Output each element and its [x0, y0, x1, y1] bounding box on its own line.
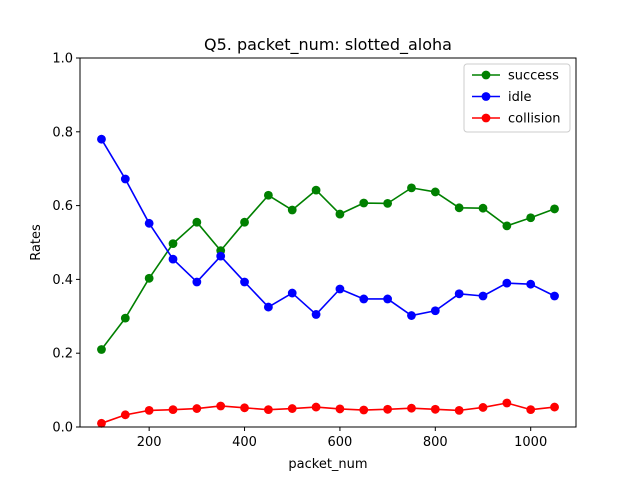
- data-point-idle: [263, 302, 273, 312]
- data-point-success: [97, 345, 106, 354]
- data-point-collision: [263, 405, 273, 415]
- data-point-success: [430, 187, 440, 197]
- data-point-collision: [287, 404, 297, 413]
- data-point-idle: [144, 218, 154, 228]
- y-tick-label: 0.8: [52, 125, 73, 140]
- data-point-idle: [454, 289, 464, 299]
- data-point-success: [192, 217, 202, 227]
- y-axis: 0.0 0.2 0.4 0.6 0.8 1.0: [52, 52, 80, 436]
- y-tick-label: 0.2: [52, 347, 73, 362]
- data-point-collision: [430, 404, 440, 414]
- data-point-collision: [383, 404, 393, 414]
- data-point-idle: [359, 294, 369, 304]
- data-point-success: [526, 213, 536, 223]
- x-tick-label: 800: [423, 435, 448, 450]
- data-point-success: [335, 209, 345, 219]
- data-point-success: [359, 198, 369, 208]
- data-point-idle: [502, 278, 512, 288]
- data-point-success: [383, 198, 393, 208]
- data-point-collision: [526, 405, 536, 415]
- data-point-success: [240, 217, 249, 227]
- chart-title: Q5. packet_num: slotted_aloha: [204, 35, 452, 55]
- data-point-success: [478, 203, 488, 213]
- x-axis: 200 400 600 800 1000: [137, 427, 547, 450]
- data-point-success: [502, 221, 512, 231]
- legend: success idle collision: [463, 63, 571, 133]
- data-point-collision: [454, 405, 464, 415]
- data-point-collision: [335, 404, 345, 414]
- data-point-success: [550, 204, 559, 214]
- data-point-idle: [407, 311, 416, 320]
- plot-area-frame: [79, 57, 577, 428]
- data-point-success: [263, 190, 273, 200]
- data-point-collision: [478, 403, 488, 412]
- y-axis-label: Rates: [29, 224, 44, 261]
- data-point-idle: [287, 288, 297, 298]
- data-point-collision: [144, 405, 154, 415]
- series-markers: [97, 134, 559, 428]
- data-point-collision: [240, 403, 249, 413]
- data-point-success: [144, 273, 154, 283]
- data-point-collision: [359, 405, 369, 415]
- data-point-collision: [550, 402, 559, 412]
- y-tick-label: 0.6: [52, 199, 73, 214]
- legend-marker-idle: [481, 92, 491, 101]
- data-point-idle: [216, 251, 226, 261]
- data-point-idle: [430, 306, 440, 316]
- data-point-idle: [97, 134, 106, 144]
- data-point-idle: [478, 291, 488, 301]
- legend-label-idle: idle: [508, 90, 531, 105]
- y-tick-label: 0.4: [52, 273, 73, 288]
- data-point-success: [407, 183, 416, 193]
- data-point-collision: [216, 401, 226, 411]
- legend-marker-collision: [481, 113, 491, 123]
- data-point-success: [287, 205, 297, 215]
- legend-box: [463, 63, 571, 133]
- data-point-idle: [550, 291, 559, 301]
- data-point-idle: [192, 277, 202, 287]
- y-tick-label: 0.0: [52, 421, 73, 436]
- legend-label-collision: collision: [508, 112, 561, 127]
- legend-marker-success: [481, 70, 491, 80]
- data-point-collision: [120, 410, 130, 420]
- data-point-collision: [311, 402, 321, 412]
- legend-label-success: success: [508, 69, 559, 84]
- data-point-collision: [502, 398, 512, 408]
- data-point-collision: [97, 418, 106, 428]
- data-point-idle: [240, 277, 249, 287]
- x-axis-label: packet_num: [288, 457, 367, 472]
- data-point-idle: [335, 284, 345, 294]
- data-point-success: [454, 203, 464, 213]
- data-point-success: [168, 239, 178, 249]
- data-point-success: [120, 313, 130, 323]
- data-point-success: [311, 185, 321, 195]
- x-tick-label: 200: [137, 435, 162, 450]
- data-point-idle: [526, 279, 536, 289]
- x-tick-label: 600: [328, 435, 353, 450]
- data-point-collision: [192, 404, 202, 413]
- x-tick-label: 400: [232, 435, 257, 450]
- x-tick-label: 1000: [514, 435, 547, 450]
- data-point-idle: [120, 174, 130, 184]
- data-point-idle: [383, 294, 393, 304]
- y-tick-label: 1.0: [52, 52, 73, 67]
- data-point-idle: [311, 310, 321, 319]
- data-point-collision: [407, 403, 416, 413]
- data-point-collision: [168, 405, 178, 415]
- data-point-idle: [168, 254, 178, 264]
